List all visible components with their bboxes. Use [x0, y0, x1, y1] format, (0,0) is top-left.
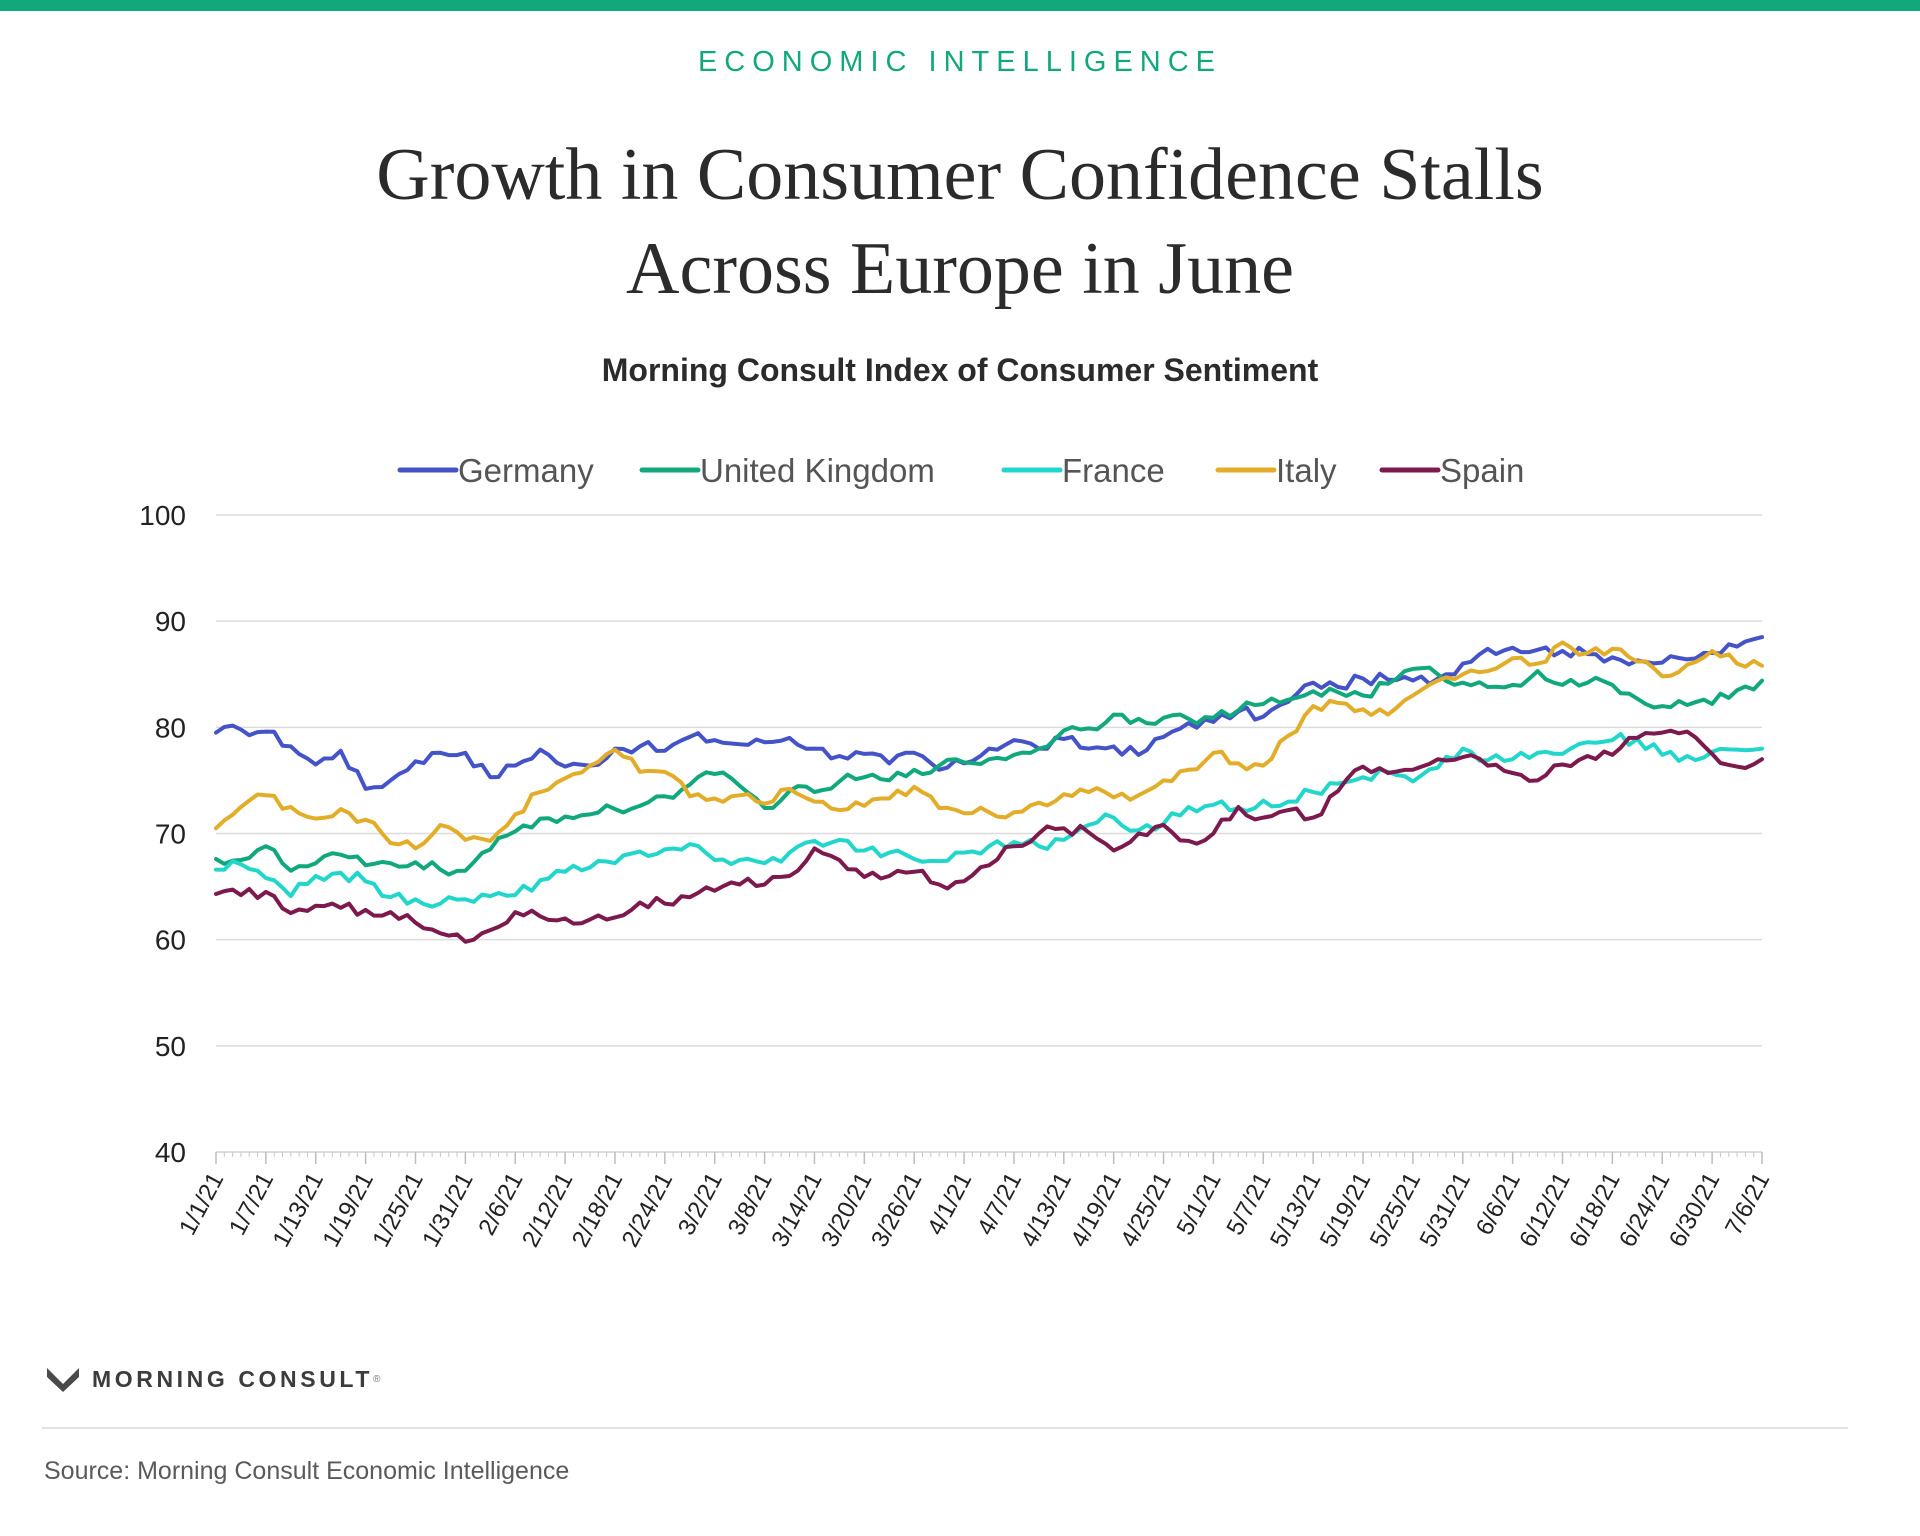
legend-label: United Kingdom	[700, 452, 935, 489]
x-tick-label: 4/7/21	[972, 1168, 1027, 1240]
series-line-spain	[214, 728, 1764, 944]
brand-logo: MORNING CONSULT ®	[46, 1364, 380, 1394]
x-tick-label: 1/1/21	[174, 1168, 229, 1240]
brand-registered-mark: ®	[373, 1373, 381, 1385]
y-tick-label: 40	[155, 1137, 186, 1168]
legend-item-germany: Germany	[397, 452, 594, 489]
series-line-germany	[214, 635, 1764, 791]
series-line-united-kingdom	[214, 665, 1764, 877]
top-accent-bar	[0, 0, 1920, 11]
chart-title: Morning Consult Index of Consumer Sentim…	[601, 352, 1319, 388]
x-axis: 1/1/211/7/211/13/211/19/211/25/211/31/21…	[174, 1152, 1775, 1252]
y-axis: 40 50 60 70 80 90 100	[139, 500, 186, 1168]
x-tick-label: 5/7/21	[1221, 1168, 1276, 1240]
y-tick-label: 50	[155, 1031, 186, 1062]
page-title: Growth in Consumer Confidence Stalls Acr…	[0, 128, 1920, 316]
source-note: Source: Morning Consult Economic Intelli…	[44, 1457, 570, 1485]
y-tick-label: 80	[155, 712, 186, 743]
legend-label: France	[1062, 452, 1165, 489]
legend-label: Germany	[458, 452, 594, 489]
y-tick-label: 70	[155, 819, 186, 850]
y-tick-label: 90	[155, 606, 186, 637]
brand-name: MORNING CONSULT	[92, 1365, 374, 1392]
series-line-france	[214, 732, 1764, 909]
title-line-2: Across Europe in June	[626, 228, 1294, 310]
footer-divider	[42, 1427, 1848, 1429]
x-tick-label: 3/2/21	[673, 1168, 728, 1240]
series-line-italy	[214, 640, 1764, 851]
x-tick-label: 1/7/21	[224, 1168, 279, 1240]
legend: Germany United Kingdom France Italy Spain	[397, 452, 1524, 489]
legend-item-united-kingdom: United Kingdom	[639, 452, 935, 489]
x-tick-label: 2/6/21	[473, 1168, 528, 1240]
morning-consult-m-icon	[47, 1368, 79, 1392]
legend-label: Spain	[1440, 452, 1524, 489]
section-kicker: ECONOMIC INTELLIGENCE	[697, 46, 1223, 78]
line-chart: Germany United Kingdom France Italy Spain 40…	[139, 452, 1775, 1252]
x-tick-label: 7/6/21	[1720, 1168, 1775, 1240]
legend-item-italy: Italy	[1215, 452, 1337, 489]
x-tick-label: 6/6/21	[1471, 1168, 1526, 1240]
y-tick-label: 100	[139, 500, 186, 531]
x-tick-label: 4/1/21	[922, 1168, 977, 1240]
series-lines	[214, 635, 1764, 944]
gridlines	[216, 514, 1762, 1153]
legend-item-spain: Spain	[1379, 452, 1524, 489]
x-tick-label: 3/8/21	[723, 1168, 778, 1240]
title-line-1: Growth in Consumer Confidence Stalls	[376, 134, 1544, 216]
x-tick-label: 5/1/21	[1172, 1168, 1227, 1240]
legend-item-france: France	[1001, 452, 1165, 489]
y-tick-label: 60	[155, 925, 186, 956]
legend-label: Italy	[1276, 452, 1337, 489]
